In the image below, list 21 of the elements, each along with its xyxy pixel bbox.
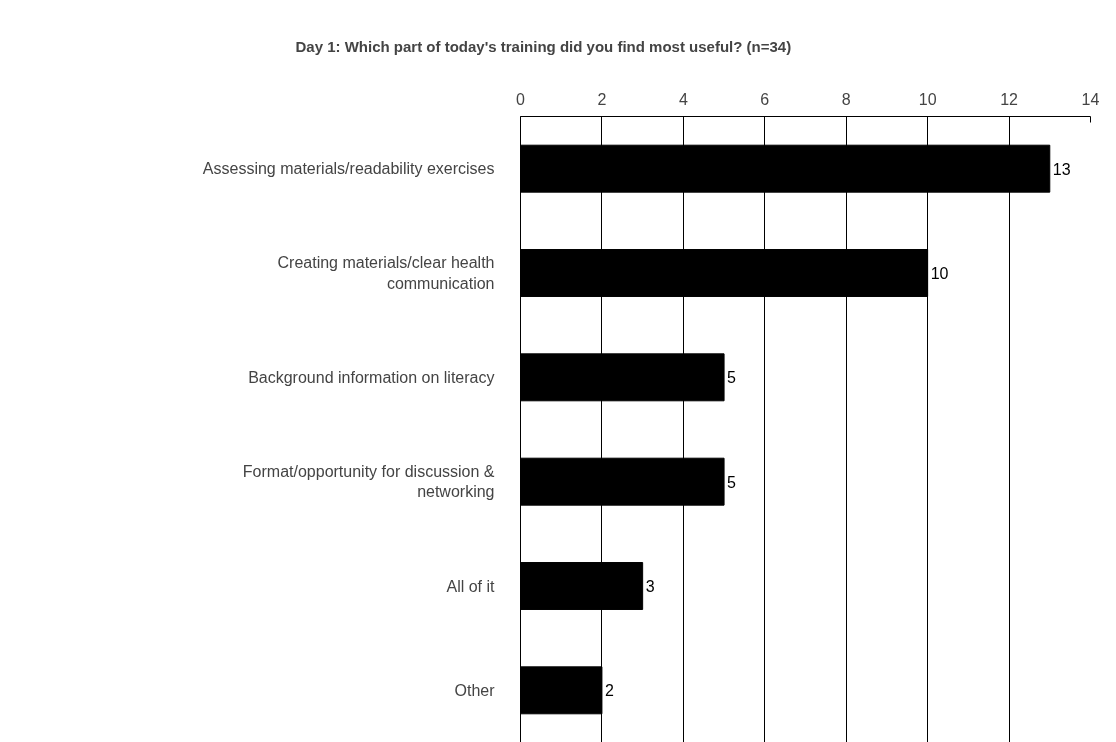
x-tick-label: 0	[516, 90, 526, 108]
data-label: 2	[604, 682, 614, 700]
y-tick-label: Format/opportunity for discussion & networking	[242, 462, 495, 501]
data-label: 3	[645, 578, 655, 595]
y-tick-label: Background information on literacy	[248, 368, 495, 386]
y-tick-label: All of it	[446, 577, 496, 595]
data-label: 5	[727, 369, 737, 387]
x-tick-label: 6	[760, 90, 770, 108]
data-label: 5	[727, 473, 737, 491]
y-tick-label: Creating materials/clear health communication	[277, 254, 495, 292]
data-label: 13	[1052, 160, 1071, 178]
data-label: 10	[930, 265, 949, 282]
x-tick-label: 14	[1081, 90, 1100, 108]
y-tick-label: Assessing materials/readability exercises	[202, 160, 495, 178]
x-tick-label: 12	[1000, 90, 1019, 108]
x-tick-label: 4	[678, 90, 688, 108]
x-tick-label: 8	[841, 90, 851, 108]
x-tick-label: 2	[597, 90, 607, 108]
y-tick-label: Other	[454, 681, 496, 699]
chart-title: Day 1: Which part of today's training did you find most useful? (n=34)	[295, 37, 792, 55]
x-tick-label: 10	[918, 90, 937, 108]
